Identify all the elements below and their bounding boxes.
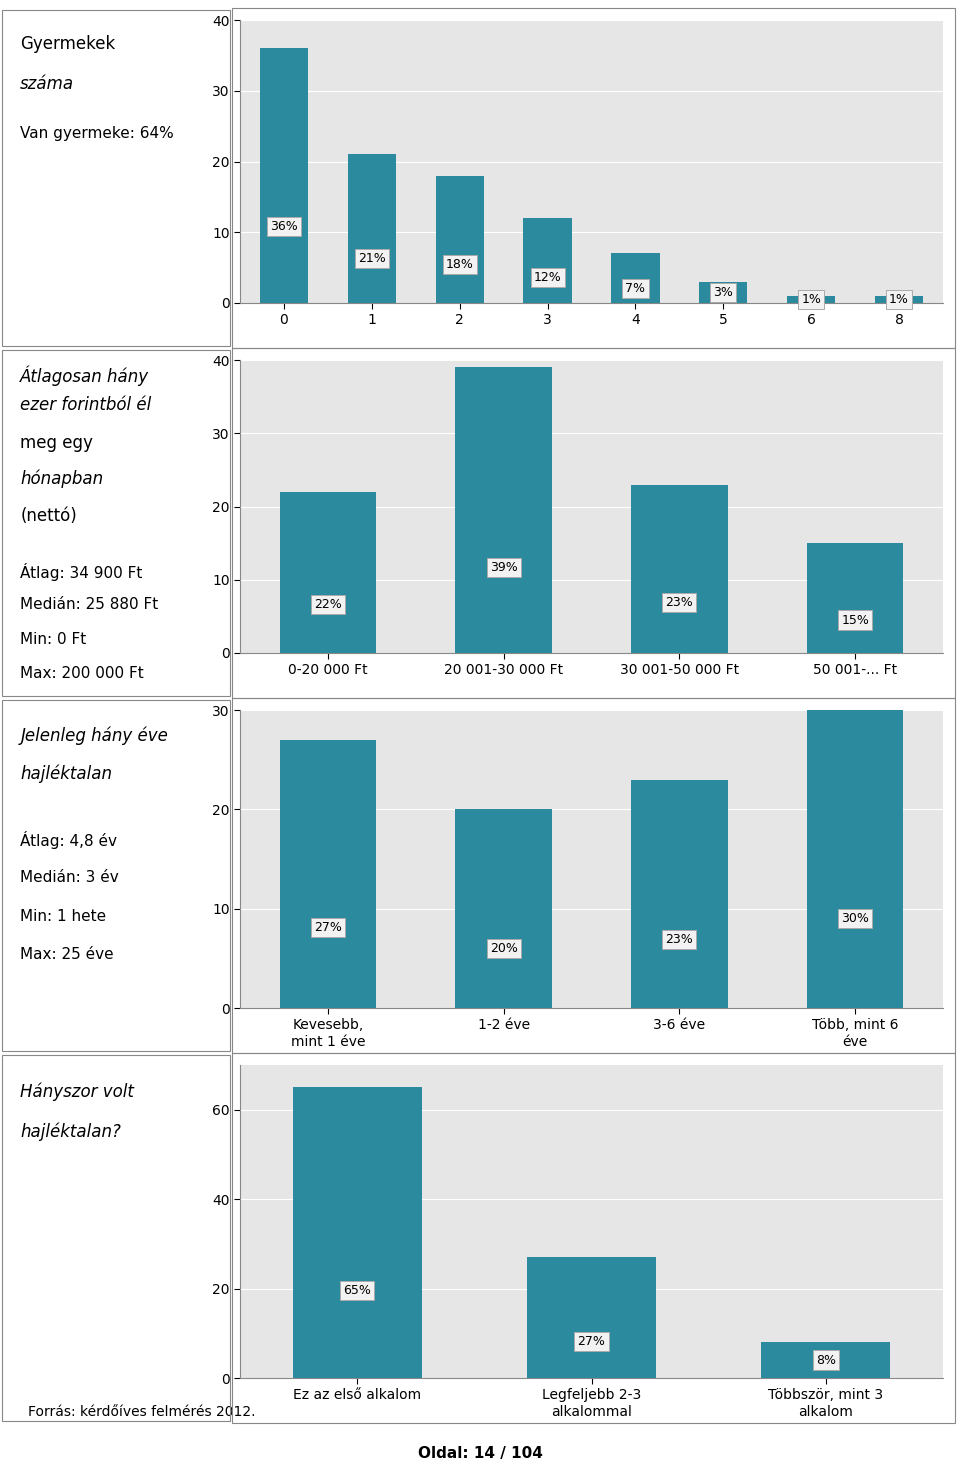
Text: Forrás: kérdőíves felmérés 2012.: Forrás: kérdőíves felmérés 2012. [29, 1406, 256, 1419]
Text: Gyermekek: Gyermekek [20, 36, 115, 53]
Text: száma: száma [20, 76, 74, 93]
Text: 65%: 65% [344, 1284, 372, 1298]
Text: hajléktalan: hajléktalan [20, 765, 112, 783]
Bar [293, 1087, 421, 1378]
Text: 7%: 7% [625, 282, 645, 295]
Bar [455, 368, 552, 653]
Bar [806, 543, 903, 653]
Text: meg egy: meg egy [20, 435, 93, 452]
Text: 18%: 18% [445, 258, 473, 271]
Text: 23%: 23% [665, 596, 693, 610]
Text: 8%: 8% [816, 1354, 836, 1367]
Text: 27%: 27% [314, 921, 342, 934]
Text: 39%: 39% [490, 561, 517, 574]
Bar [631, 780, 728, 1008]
Text: Min: 0 Ft: Min: 0 Ft [20, 632, 86, 647]
Bar [612, 254, 660, 303]
Bar [260, 49, 308, 303]
Text: 36%: 36% [270, 219, 298, 233]
Text: 20%: 20% [490, 942, 517, 955]
Bar [279, 492, 376, 653]
Bar [631, 485, 728, 653]
Text: Átlagosan hány: Átlagosan hány [20, 365, 150, 386]
Bar [699, 282, 748, 303]
Text: Max: 25 éve: Max: 25 éve [20, 948, 114, 962]
Text: Medián: 3 év: Medián: 3 év [20, 871, 119, 885]
Text: 21%: 21% [358, 252, 386, 265]
Text: Jelenleg hány éve: Jelenleg hány éve [20, 727, 168, 744]
Text: Oldal: 14 / 104: Oldal: 14 / 104 [418, 1446, 542, 1461]
Text: 30%: 30% [841, 912, 869, 925]
Text: 1%: 1% [802, 294, 821, 305]
Text: Max: 200 000 Ft: Max: 200 000 Ft [20, 666, 144, 681]
Text: hajléktalan?: hajléktalan? [20, 1123, 121, 1140]
Text: 27%: 27% [578, 1335, 606, 1348]
Text: Medián: 25 880 Ft: Medián: 25 880 Ft [20, 598, 158, 612]
Text: 15%: 15% [841, 614, 869, 626]
Text: 22%: 22% [314, 598, 342, 611]
Bar [761, 1342, 890, 1378]
Bar [348, 154, 396, 303]
Bar [523, 218, 572, 303]
Bar [279, 740, 376, 1008]
Text: (nettó): (nettó) [20, 507, 77, 525]
Bar [787, 297, 835, 303]
Text: Átlag: 4,8 év: Átlag: 4,8 év [20, 832, 117, 850]
Bar [527, 1258, 656, 1378]
Text: Átlag: 34 900 Ft: Átlag: 34 900 Ft [20, 562, 143, 580]
Bar [436, 175, 484, 303]
Text: 23%: 23% [665, 933, 693, 946]
Text: 3%: 3% [713, 286, 733, 300]
Text: 12%: 12% [534, 271, 562, 285]
Text: Van gyermeke: 64%: Van gyermeke: 64% [20, 126, 174, 141]
Bar [806, 710, 903, 1008]
Text: 1%: 1% [889, 294, 909, 305]
Bar [875, 297, 924, 303]
Text: Min: 1 hete: Min: 1 hete [20, 909, 107, 924]
Text: Hányszor volt: Hányszor volt [20, 1083, 134, 1100]
Bar [455, 810, 552, 1008]
Text: hónapban: hónapban [20, 469, 104, 488]
Text: ezer forintból él: ezer forintból él [20, 396, 152, 414]
